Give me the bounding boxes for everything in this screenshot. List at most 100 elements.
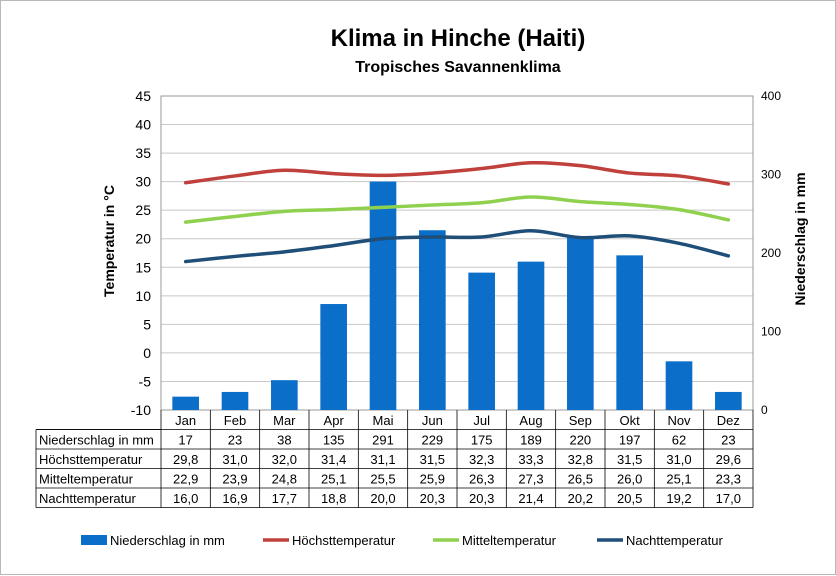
table-cell-value: 20,0 — [370, 491, 395, 506]
y-left-tick-label: 20 — [135, 231, 151, 247]
category-label: Nov — [667, 413, 691, 428]
category-label: Mar — [273, 413, 296, 428]
line-nachttemperatur — [183, 228, 731, 264]
plot-area — [160, 95, 754, 411]
table-cell-value: 135 — [323, 433, 345, 448]
legend: Niederschlag in mm Höchsttemperatur Mittel… — [81, 533, 723, 548]
precipitation-bar — [517, 261, 545, 410]
table-cell-value: 32,3 — [469, 452, 494, 467]
table-row-label: Höchsttemperatur — [39, 452, 143, 467]
table-cell-value: 26,3 — [469, 472, 494, 487]
precipitation-bar — [419, 230, 446, 410]
table-cell-value: 189 — [520, 433, 542, 448]
precipitation-bar — [320, 304, 347, 410]
y-right-tick-label: 300 — [761, 168, 781, 182]
y-left-tick-label: -5 — [139, 373, 152, 389]
category-label: Sep — [569, 413, 592, 428]
table-cell-value: 17 — [178, 433, 192, 448]
table-cell-value: 24,8 — [272, 472, 297, 487]
category-label: Jun — [422, 413, 443, 428]
table-cell-value: 26,5 — [568, 472, 593, 487]
legend-label: Höchsttemperatur — [292, 533, 396, 548]
table-cell-value: 23,3 — [716, 472, 741, 487]
category-label: Jan — [175, 413, 196, 428]
y-right-tick-label: 100 — [761, 325, 781, 339]
table-cell-value: 32,0 — [272, 452, 297, 467]
table-cell-value: 29,8 — [173, 452, 198, 467]
table-cell-value: 26,0 — [617, 472, 642, 487]
y-axis-right-label: Niederschlag in mm — [792, 172, 808, 305]
legend-label: Niederschlag in mm — [110, 533, 225, 548]
table-cell-value: 220 — [569, 433, 591, 448]
precipitation-bar — [715, 391, 742, 410]
precipitation-bar — [567, 237, 594, 410]
precipitation-bar — [616, 255, 643, 410]
y-left-tick-label: 10 — [135, 288, 151, 304]
table-cell-value: 17,7 — [272, 491, 297, 506]
table-cell-value: 25,5 — [370, 472, 395, 487]
table-cell-value: 62 — [672, 433, 686, 448]
table-row-label: Mitteltemperatur — [39, 472, 134, 487]
category-label: Aug — [519, 413, 542, 428]
axis-ticks: 45 40 35 30 25 20 15 10 5 0 -5 -10 400 300 200 100 0 — [131, 88, 782, 418]
chart-title: Klima in Hinche (Haiti) — [331, 25, 586, 52]
table-cell-value: 291 — [372, 433, 394, 448]
line-mitteltemperatur — [183, 195, 731, 224]
y-left-tick-label: 5 — [143, 316, 151, 332]
table-cell-value: 21,4 — [518, 491, 543, 506]
category-label: Feb — [224, 413, 246, 428]
y-right-tick-label: 400 — [761, 89, 781, 103]
table-cell-value: 31,0 — [666, 452, 691, 467]
category-label: Okt — [620, 413, 641, 428]
table-cell-value: 38 — [277, 433, 291, 448]
chart-subtitle: Tropisches Savannenklima — [355, 59, 561, 76]
table-cell-value: 31,0 — [222, 452, 247, 467]
y-left-tick-label: 45 — [135, 88, 151, 104]
table-cell-value: 197 — [619, 433, 641, 448]
precipitation-bar — [468, 272, 495, 410]
table-row-label: Niederschlag in mm — [39, 433, 154, 448]
precipitation-bar — [221, 391, 249, 410]
y-left-tick-label: 15 — [135, 259, 151, 275]
table-cell-value: 27,3 — [518, 472, 543, 487]
y-right-tick-label: 0 — [761, 403, 768, 417]
table-cell-value: 16,9 — [222, 491, 247, 506]
y-left-tick-label: -10 — [131, 402, 151, 418]
table-cell-value: 20,3 — [469, 491, 494, 506]
line-h-chsttemperatur — [183, 160, 731, 186]
table-cell-value: 23 — [228, 433, 242, 448]
table-cell-value: 229 — [421, 433, 443, 448]
table-cell-value: 16,0 — [173, 491, 198, 506]
table-cell-value: 32,8 — [568, 452, 593, 467]
category-label: Apr — [324, 413, 345, 428]
table-cell-value: 25,1 — [666, 472, 691, 487]
table-cell-value: 29,6 — [716, 452, 741, 467]
table-cell-value: 175 — [471, 433, 493, 448]
y-left-tick-label: 25 — [135, 202, 151, 218]
y-right-tick-label: 200 — [761, 246, 781, 260]
temperature-lines — [183, 160, 731, 264]
y-left-tick-label: 30 — [135, 174, 151, 190]
table-cell-value: 31,5 — [617, 452, 642, 467]
gridlines — [160, 95, 754, 411]
y-left-tick-label: 35 — [135, 145, 151, 161]
table-cell-value: 31,1 — [370, 452, 395, 467]
table-cell-value: 20,2 — [568, 491, 593, 506]
legend-swatch-bar — [81, 535, 107, 545]
table-row-label: Nachttemperatur — [39, 491, 136, 506]
table-cell-value: 25,1 — [321, 472, 346, 487]
category-label: Jul — [473, 413, 490, 428]
y-axis-left-label: Temperatur in °C — [101, 185, 117, 297]
table-cell-value: 19,2 — [666, 491, 691, 506]
table-cell-value: 18,8 — [321, 491, 346, 506]
table-cell-value: 25,9 — [420, 472, 445, 487]
table-cell-value: 33,3 — [518, 452, 543, 467]
category-label: Dez — [717, 413, 740, 428]
data-table: Jan Feb Mar Apr Mai Jun Jul Aug Sep Okt Nov Dez Nied… — [35, 410, 754, 508]
table-cell-value: 23,9 — [222, 472, 247, 487]
table-cell-value: 20,5 — [617, 491, 642, 506]
table-cell-value: 17,0 — [716, 491, 741, 506]
table-cell-value: 20,3 — [420, 491, 445, 506]
